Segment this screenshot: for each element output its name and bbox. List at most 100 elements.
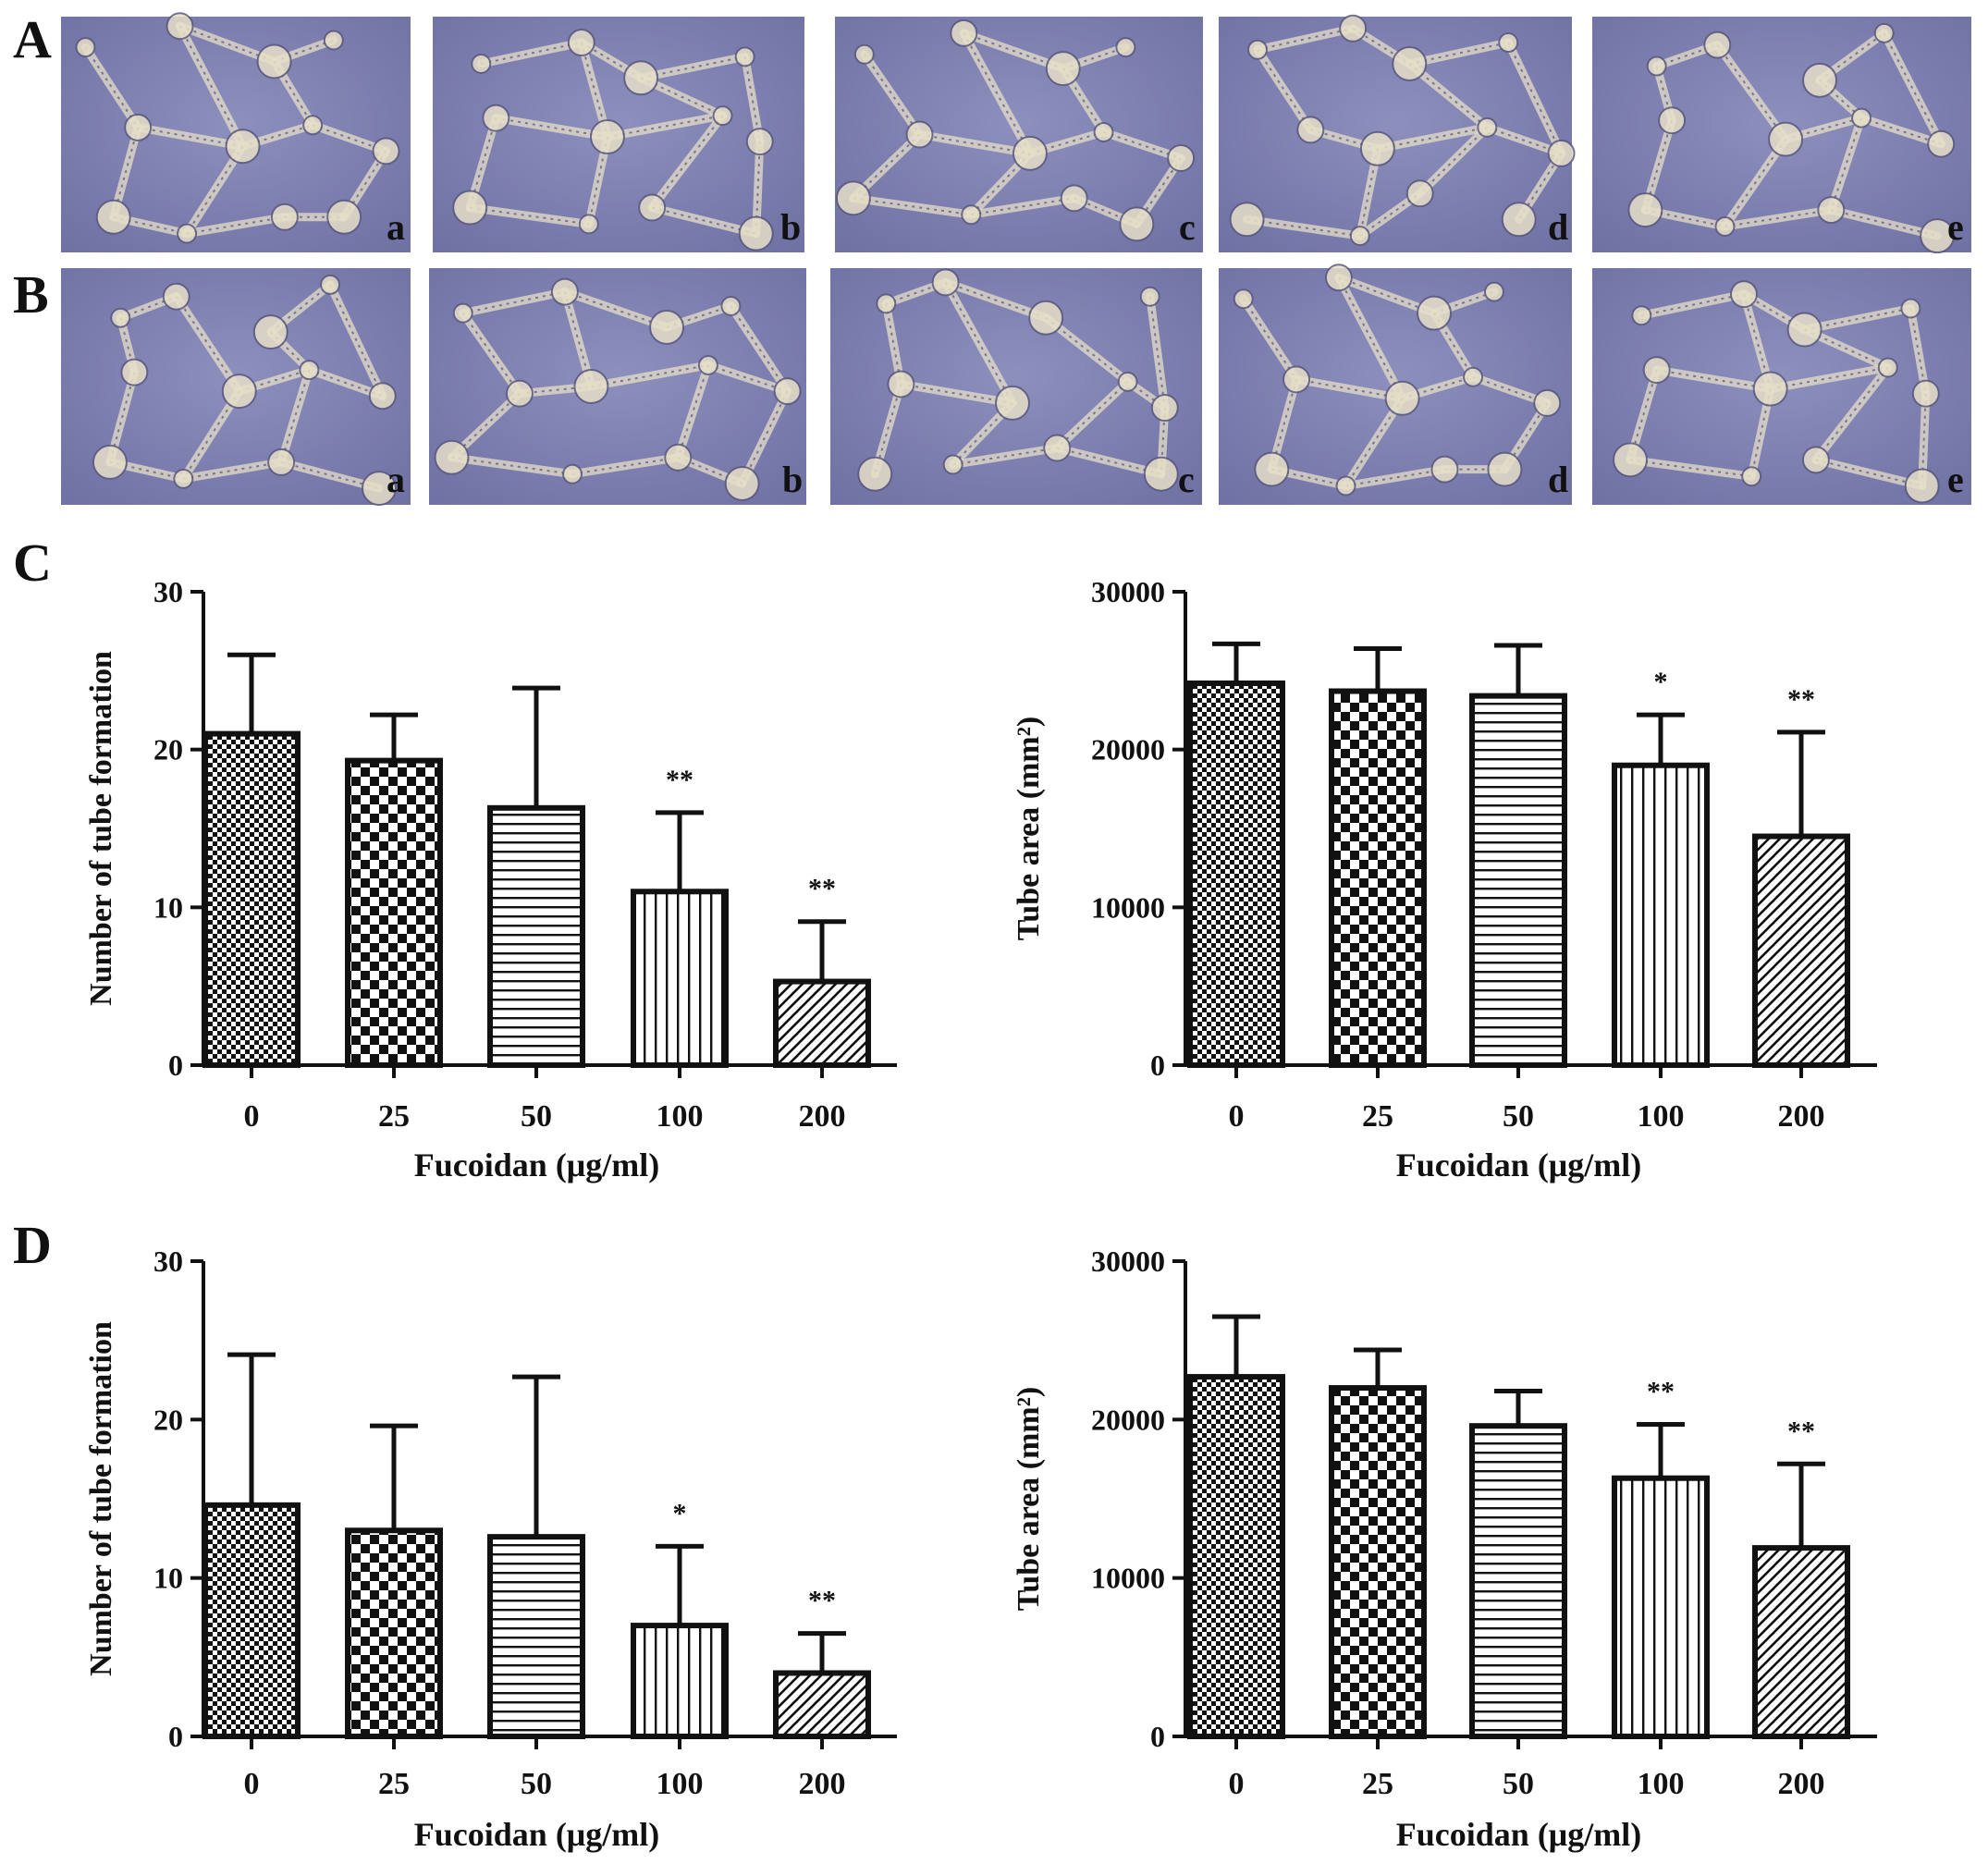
- bar-200: [773, 1670, 871, 1740]
- chart-c-tube-area: 0 10000 20000 30000 0 25 50 100 * 200 ** Fucoidan (…: [1012, 575, 1877, 1183]
- y-tick-label: 0: [168, 1720, 183, 1753]
- y-tick-label: 10000: [1091, 1562, 1165, 1595]
- x-tick-label: 0: [1229, 1767, 1245, 1801]
- x-tick-label: 50: [1503, 1767, 1534, 1801]
- panel-letter-b: B: [13, 264, 49, 325]
- bar-100: [631, 1623, 729, 1739]
- micrograph-b-c: c: [830, 268, 1202, 505]
- bar-200: [1752, 833, 1850, 1068]
- micrograph-a-b: b: [433, 17, 804, 252]
- y-tick-label: 20: [153, 1403, 183, 1436]
- micrograph-label: c: [1178, 459, 1195, 500]
- bar-0: [202, 730, 301, 1068]
- chart-d-tube-number: 0 10 20 30 0 25 50 100 * 200 ** Fucoidan (μg/ml) Num…: [84, 1245, 897, 1853]
- x-tick-label: 50: [1503, 1099, 1534, 1134]
- x-tick-label: 0: [244, 1099, 260, 1134]
- significance-marker: **: [1787, 1416, 1815, 1446]
- y-tick-label: 20000: [1091, 1403, 1165, 1436]
- y-tick-label: 10: [153, 890, 183, 924]
- micrograph-b-b: b: [429, 268, 806, 505]
- significance-marker: *: [1654, 667, 1668, 697]
- significance-marker: **: [808, 1586, 836, 1616]
- bar-0: [1187, 1374, 1285, 1740]
- x-tick-label: 200: [1778, 1767, 1825, 1801]
- y-tick-label: 20000: [1091, 733, 1165, 766]
- significance-marker: **: [1647, 1376, 1675, 1406]
- x-tick-label: 100: [1638, 1767, 1685, 1801]
- y-tick-label: 0: [168, 1048, 183, 1082]
- bar-25: [1329, 688, 1427, 1069]
- y-tick-label: 30: [153, 1245, 183, 1278]
- bar-100: [1612, 1475, 1710, 1740]
- micrograph-label: b: [780, 206, 801, 248]
- significance-marker: *: [673, 1498, 687, 1528]
- x-tick-label: 50: [521, 1099, 552, 1134]
- x-axis-label: Fucoidan (μg/ml): [1396, 1147, 1641, 1183]
- x-axis-label: Fucoidan (μg/ml): [414, 1147, 659, 1183]
- y-tick-label: 30: [153, 575, 183, 608]
- x-tick-label: 100: [1638, 1099, 1685, 1134]
- x-axis-label: Fucoidan (μg/ml): [1396, 1816, 1641, 1853]
- y-axis-label: Tube area (mm²): [1012, 1387, 1046, 1612]
- micrograph-a-a: a: [61, 12, 411, 252]
- micrograph-a-e: e: [1592, 17, 1971, 254]
- bar-0: [1187, 680, 1285, 1069]
- x-tick-label: 25: [1362, 1099, 1393, 1134]
- x-tick-label: 25: [378, 1099, 410, 1134]
- y-axis-label: Tube area (mm²): [1012, 717, 1046, 941]
- micrograph-b-e: e: [1592, 268, 1971, 505]
- panel-letter-a: A: [13, 9, 52, 69]
- x-tick-label: 100: [657, 1767, 704, 1801]
- chart-d-tube-area: 0 10000 20000 30000 0 25 50 100 ** 200 ** Fucoidan …: [1012, 1245, 1877, 1853]
- micrograph-label: c: [1179, 206, 1196, 248]
- bar-25: [345, 1527, 443, 1740]
- x-tick-label: 200: [799, 1767, 846, 1801]
- bar-50: [487, 1534, 585, 1739]
- micrograph-label: b: [782, 459, 803, 500]
- y-tick-label: 30000: [1091, 575, 1165, 608]
- micrograph-label: e: [1947, 459, 1964, 500]
- y-axis-label: Number of tube formation: [84, 1321, 118, 1676]
- micrograph-a-c: c: [835, 17, 1203, 252]
- y-tick-label: 10000: [1091, 890, 1165, 924]
- bar-200: [773, 978, 871, 1068]
- panel-letter-d: D: [13, 1215, 52, 1275]
- bar-50: [1469, 693, 1567, 1068]
- micrograph-label: a: [387, 206, 405, 248]
- bar-50: [487, 804, 585, 1069]
- x-tick-label: 50: [521, 1767, 552, 1801]
- panel-letter-c: C: [13, 533, 52, 593]
- x-tick-label: 200: [1778, 1099, 1825, 1134]
- bar-100: [1612, 762, 1710, 1068]
- y-tick-label: 20: [153, 733, 183, 766]
- bar-100: [631, 889, 729, 1068]
- bar-50: [1469, 1423, 1567, 1739]
- bar-0: [202, 1502, 301, 1740]
- x-tick-label: 100: [657, 1099, 704, 1134]
- y-axis-label: Number of tube formation: [84, 651, 118, 1006]
- x-tick-label: 0: [244, 1767, 260, 1801]
- y-tick-label: 30000: [1091, 1245, 1165, 1278]
- significance-marker: **: [666, 765, 693, 795]
- y-tick-label: 0: [1150, 1048, 1165, 1082]
- y-tick-label: 0: [1150, 1720, 1165, 1753]
- significance-marker: **: [1787, 684, 1815, 715]
- bar-25: [345, 757, 443, 1068]
- x-tick-label: 0: [1229, 1099, 1245, 1134]
- chart-c-tube-number: 0 10 20 30 0 25 50 100 ** 200 ** Fucoidan (μg/ml) Nu…: [84, 575, 897, 1183]
- micrograph-grid: a b c d e a b c d e: [61, 12, 1971, 507]
- bar-200: [1752, 1545, 1850, 1739]
- x-tick-label: 200: [799, 1099, 846, 1134]
- micrograph-label: d: [1548, 459, 1568, 500]
- micrograph-label: a: [387, 459, 405, 500]
- micrograph-label: d: [1548, 206, 1568, 248]
- significance-marker: **: [808, 874, 836, 904]
- micrograph-label: e: [1947, 206, 1964, 248]
- x-axis-label: Fucoidan (μg/ml): [414, 1816, 659, 1853]
- micrograph-b-a: a: [61, 268, 411, 507]
- x-tick-label: 25: [1362, 1767, 1393, 1801]
- y-tick-label: 10: [153, 1562, 183, 1595]
- micrograph-b-d: d: [1219, 264, 1572, 505]
